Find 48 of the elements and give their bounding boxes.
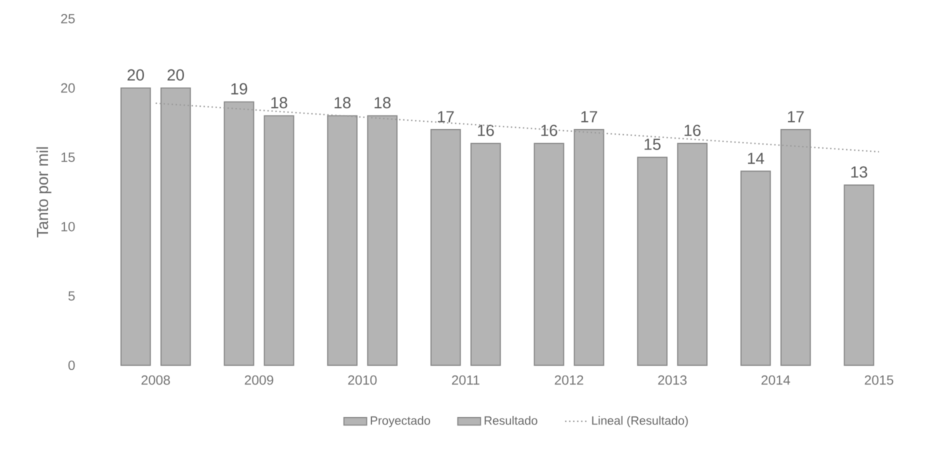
- legend-label: Lineal (Resultado): [592, 416, 688, 428]
- data-label: 16: [684, 124, 701, 136]
- bar: [327, 115, 358, 366]
- bar: [677, 142, 708, 366]
- x-tick-label: 2010: [348, 375, 377, 385]
- bar: [224, 101, 254, 366]
- data-label: 19: [231, 83, 248, 94]
- bar: [264, 115, 294, 366]
- data-label: 20: [168, 69, 184, 81]
- data-label: 14: [748, 152, 764, 164]
- data-label: 18: [374, 97, 391, 108]
- x-tick-label: 2013: [658, 375, 687, 385]
- data-label: 16: [478, 124, 494, 136]
- x-tick-label: 2011: [452, 375, 480, 385]
- data-label: 18: [334, 97, 351, 108]
- y-tick-label: 20: [61, 83, 75, 93]
- bar: [780, 129, 811, 366]
- legend-label: Proyectado: [370, 416, 430, 428]
- data-label: 17: [788, 111, 804, 122]
- bar: [430, 129, 461, 366]
- data-label: 18: [271, 97, 288, 108]
- x-tick-label: 2008: [142, 375, 170, 385]
- legend-label: Resultado: [484, 416, 538, 425]
- bar: [120, 87, 151, 366]
- x-tick-label: 2014: [762, 375, 790, 385]
- x-tick-label: 2012: [554, 375, 584, 385]
- data-label: 13: [851, 166, 868, 178]
- y-tick-label: 25: [61, 14, 75, 24]
- bar: [470, 142, 501, 366]
- bar: [637, 156, 668, 366]
- y-tick-label: 5: [68, 291, 75, 301]
- y-tick-label: 15: [61, 152, 75, 162]
- data-label: 15: [644, 138, 661, 150]
- bar: [574, 129, 604, 366]
- data-label: 17: [438, 111, 454, 122]
- x-tick-label: 2009: [244, 375, 274, 385]
- y-axis-title: Tanto por mil: [36, 147, 52, 238]
- y-tick-label: 10: [61, 222, 75, 232]
- data-label: 16: [541, 124, 558, 136]
- bar: [740, 170, 771, 366]
- x-tick-label: 2015: [864, 375, 894, 385]
- bar: [367, 115, 398, 366]
- y-tick-label: 0: [68, 360, 75, 370]
- bar: [844, 184, 874, 366]
- bar: [534, 142, 564, 366]
- data-label: 17: [581, 111, 598, 122]
- data-label: 20: [128, 69, 144, 81]
- bar: [160, 87, 191, 366]
